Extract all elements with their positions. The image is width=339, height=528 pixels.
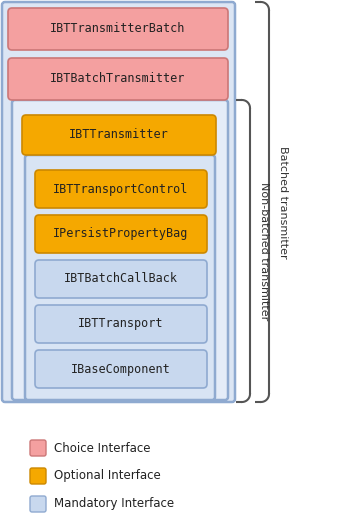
FancyBboxPatch shape [35, 350, 207, 388]
Text: Mandatory Interface: Mandatory Interface [54, 497, 174, 511]
Text: IBTTransportControl: IBTTransportControl [53, 183, 189, 195]
FancyBboxPatch shape [35, 170, 207, 208]
Text: IBaseComponent: IBaseComponent [71, 363, 171, 375]
FancyBboxPatch shape [8, 8, 228, 50]
FancyBboxPatch shape [30, 468, 46, 484]
FancyBboxPatch shape [12, 100, 228, 400]
Text: Optional Interface: Optional Interface [54, 469, 161, 483]
Text: Non-batched transmitter: Non-batched transmitter [259, 182, 269, 320]
Text: IBTBatchCallBack: IBTBatchCallBack [64, 272, 178, 286]
FancyBboxPatch shape [22, 115, 216, 155]
Text: IBTTransmitter: IBTTransmitter [69, 128, 169, 142]
FancyBboxPatch shape [30, 440, 46, 456]
Text: Choice Interface: Choice Interface [54, 441, 151, 455]
Text: Batched transmitter: Batched transmitter [278, 146, 288, 258]
FancyBboxPatch shape [2, 2, 235, 402]
Text: IBTBatchTransmitter: IBTBatchTransmitter [50, 72, 186, 86]
FancyBboxPatch shape [35, 215, 207, 253]
FancyBboxPatch shape [25, 155, 215, 400]
Text: IBTTransport: IBTTransport [78, 317, 164, 331]
FancyBboxPatch shape [35, 260, 207, 298]
FancyBboxPatch shape [35, 305, 207, 343]
FancyBboxPatch shape [8, 58, 228, 100]
Text: IBTTransmitterBatch: IBTTransmitterBatch [50, 23, 186, 35]
Text: IPersistPropertyBag: IPersistPropertyBag [53, 228, 189, 240]
FancyBboxPatch shape [30, 496, 46, 512]
